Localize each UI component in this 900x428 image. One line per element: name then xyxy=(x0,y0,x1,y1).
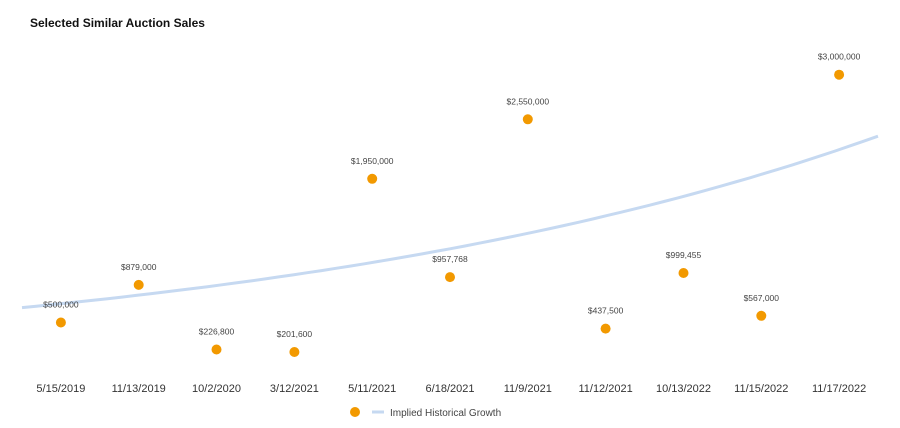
legend-marker-sales xyxy=(350,407,360,417)
data-point xyxy=(133,279,144,290)
data-label: $879,000 xyxy=(121,262,157,272)
data-label: $957,768 xyxy=(432,254,468,264)
data-label: $1,950,000 xyxy=(351,156,394,166)
x-tick-label: 10/13/2022 xyxy=(656,383,711,395)
x-tick-label: 6/18/2021 xyxy=(426,383,475,395)
legend-label-trend: Implied Historical Growth xyxy=(390,408,501,419)
data-label: $500,000 xyxy=(43,300,79,310)
data-point xyxy=(600,323,611,334)
x-tick-label: 3/12/2021 xyxy=(270,383,319,395)
x-tick-label: 5/15/2019 xyxy=(36,383,85,395)
trendline-implied-growth xyxy=(21,134,879,310)
data-point xyxy=(211,344,222,355)
chart-title: Selected Similar Auction Sales xyxy=(30,16,205,30)
data-label: $226,800 xyxy=(199,327,235,337)
x-tick-label: 11/15/2022 xyxy=(734,383,788,395)
x-tick-label: 11/12/2021 xyxy=(578,383,632,395)
data-point xyxy=(678,268,689,278)
legend: Implied Historical Growth xyxy=(350,407,501,419)
data-point xyxy=(756,310,767,321)
x-tick-label: 10/2/2020 xyxy=(192,383,241,395)
data-label: $437,500 xyxy=(588,306,624,316)
data-label: $3,000,000 xyxy=(818,52,861,62)
data-point xyxy=(445,272,455,283)
data-label: $2,550,000 xyxy=(507,96,550,106)
data-point xyxy=(367,173,378,184)
data-label: $567,000 xyxy=(744,293,780,303)
data-point xyxy=(55,317,66,328)
data-label: $999,455 xyxy=(666,250,702,260)
x-tick-label: 11/13/2019 xyxy=(112,383,166,395)
data-point xyxy=(522,114,533,125)
x-tick-label: 11/17/2022 xyxy=(812,383,866,395)
data-point xyxy=(289,347,300,357)
x-tick-label: 11/9/2021 xyxy=(504,383,552,395)
data-label: $201,600 xyxy=(277,329,313,339)
data-point xyxy=(834,69,845,80)
x-tick-label: 5/11/2021 xyxy=(348,383,396,395)
